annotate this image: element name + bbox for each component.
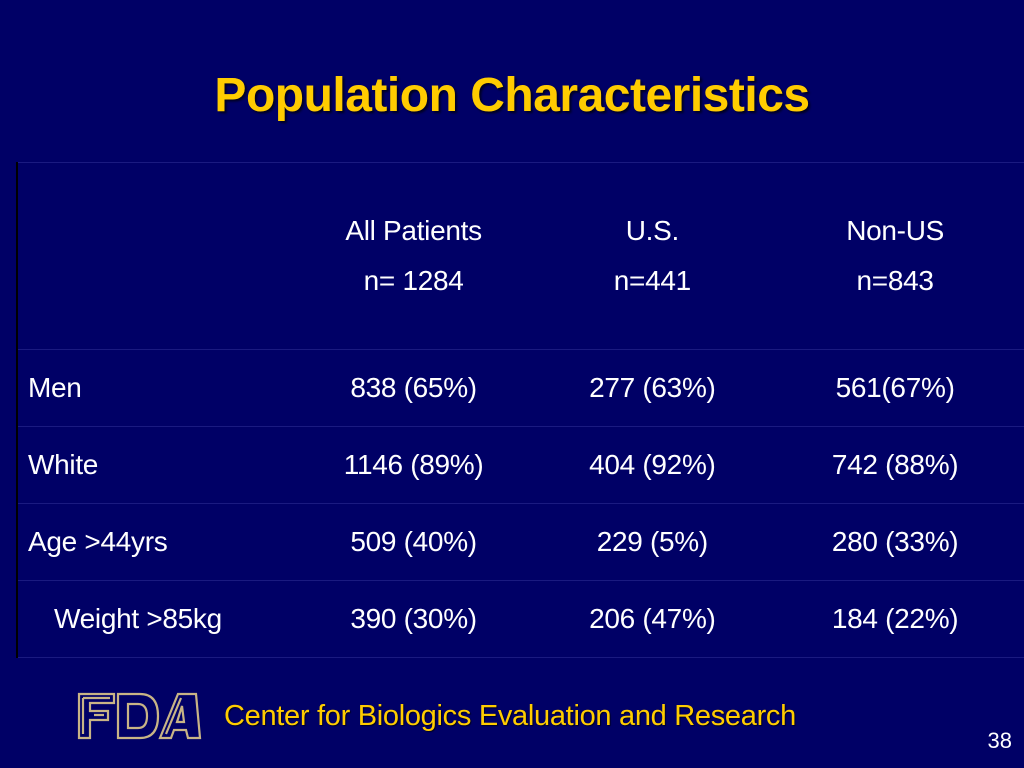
- table-cell: 404 (92%): [538, 426, 767, 504]
- table-cell: 509 (40%): [288, 503, 539, 581]
- row-label: White: [17, 426, 289, 504]
- header-us: U.S. n=441: [538, 162, 767, 350]
- table-row: White 1146 (89%) 404 (92%) 742 (88%): [17, 426, 1024, 504]
- table-cell: 561(67%): [766, 349, 1024, 427]
- table-row: Weight >85kg 390 (30%) 206 (47%) 184 (22…: [17, 580, 1024, 658]
- header-count: n=843: [856, 265, 934, 296]
- row-label: Age >44yrs: [17, 503, 289, 581]
- table-row: Age >44yrs 509 (40%) 229 (5%) 280 (33%): [17, 503, 1024, 581]
- table-cell: 280 (33%): [766, 503, 1024, 581]
- table-cell: 184 (22%): [766, 580, 1024, 658]
- table-cell: 206 (47%): [538, 580, 767, 658]
- header-label: All Patients: [345, 215, 482, 246]
- table-cell: 277 (63%): [538, 349, 767, 427]
- header-non-us: Non-US n=843: [766, 162, 1024, 350]
- table-header-row: All Patients n= 1284 U.S. n=441 Non-US n…: [17, 162, 1024, 350]
- population-table: All Patients n= 1284 U.S. n=441 Non-US n…: [16, 162, 1024, 658]
- row-label: Men: [17, 349, 289, 427]
- slide-title: Population Characteristics: [214, 69, 810, 122]
- header-count: n= 1284: [363, 265, 464, 296]
- header-all-patients: All Patients n= 1284: [288, 162, 539, 350]
- slide-number: 38: [987, 728, 1012, 753]
- row-label: Weight >85kg: [17, 580, 289, 658]
- table-cell: 390 (30%): [288, 580, 539, 658]
- header-label: U.S.: [625, 215, 680, 246]
- table-cell: 229 (5%): [538, 503, 767, 581]
- header-empty-cell: [17, 162, 289, 350]
- table-cell: 838 (65%): [288, 349, 539, 427]
- table-cell: 1146 (89%): [288, 426, 539, 504]
- header-label: Non-US: [846, 215, 944, 246]
- fda-logo: [77, 692, 202, 740]
- table-row: Men 838 (65%) 277 (63%) 561(67%): [17, 349, 1024, 427]
- table-cell: 742 (88%): [766, 426, 1024, 504]
- header-count: n=441: [613, 265, 691, 296]
- footer-text: Center for Biologics Evaluation and Rese…: [224, 700, 796, 732]
